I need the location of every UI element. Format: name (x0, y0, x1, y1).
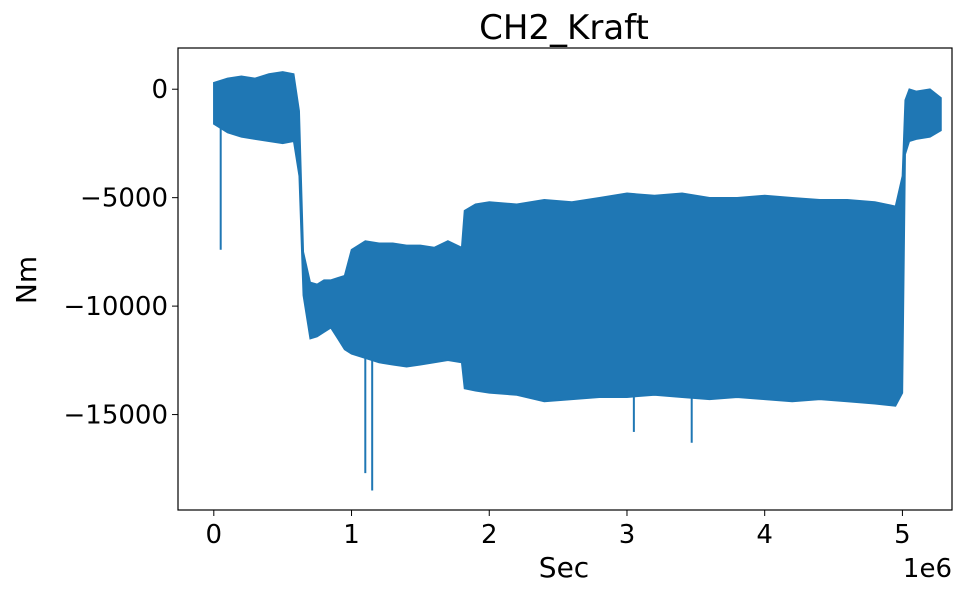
x-tick-label: 0 (206, 520, 223, 550)
plot-frame (177, 47, 953, 511)
plot-area (213, 71, 942, 491)
x-tick-label: 4 (756, 520, 773, 550)
y-tick-label: 0 (151, 75, 168, 105)
y-tick-label: −15000 (64, 401, 169, 431)
x-tick-label: 5 (894, 520, 911, 550)
x-tick-label: 2 (481, 520, 498, 550)
y-tick-label: −5000 (80, 184, 168, 214)
signal-envelope (213, 71, 942, 407)
x-tick-label: 1 (343, 520, 360, 550)
y-tick-label: −10000 (64, 292, 169, 322)
y-axis: 0 −5000 −10000 −15000 (64, 75, 178, 431)
chart-title: CH2_Kraft (479, 8, 649, 48)
x-tick-label: 3 (619, 520, 636, 550)
x-axis-offset-label: 1e6 (903, 554, 952, 584)
x-axis: 0 1 2 3 4 5 (206, 510, 911, 550)
x-axis-label: Sec (539, 551, 589, 584)
y-axis-label: Nm (10, 256, 43, 304)
